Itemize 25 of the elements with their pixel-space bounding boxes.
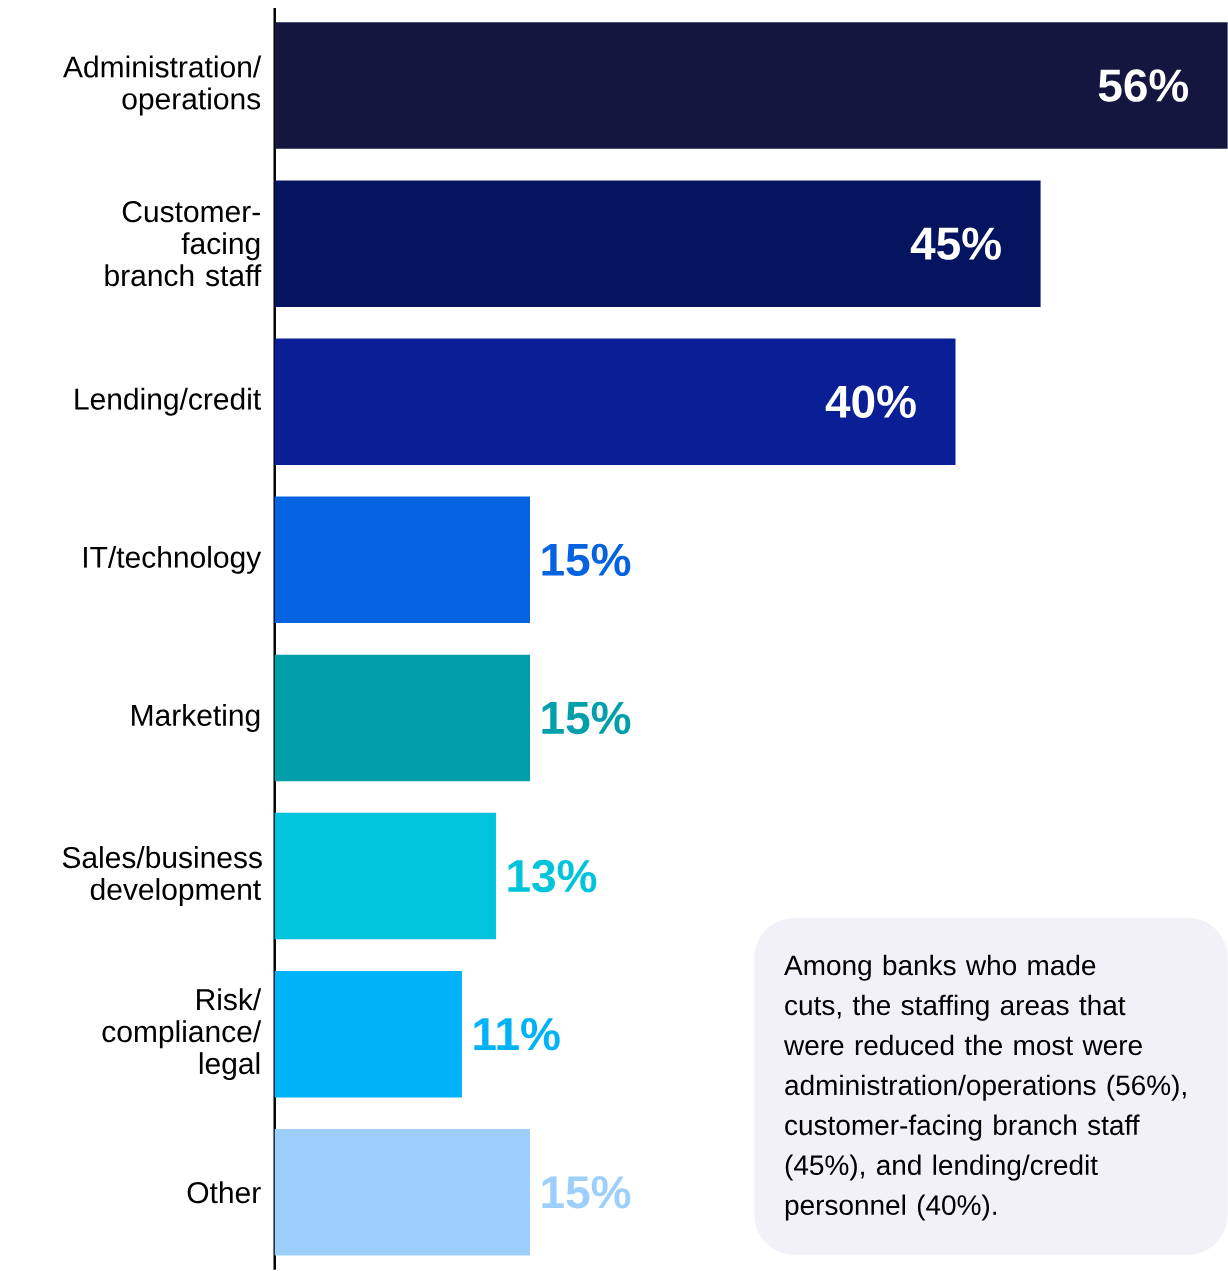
y-tick-label: Marketing xyxy=(132,703,260,732)
y-tick-label: Customer-facing branch staff xyxy=(105,201,262,287)
data-label: 13% xyxy=(508,859,597,893)
data-label: 11% xyxy=(474,1018,560,1051)
annotation: Among banks who made cuts, the staffing areas that were reduced the most were administration/operations (56%), customer-facing branch staff (45%), and lending/credit personnel (40%). xyxy=(784,954,1186,1221)
bar xyxy=(274,22,1228,149)
bar xyxy=(274,970,463,1098)
bar xyxy=(274,812,497,940)
data-label: 15% xyxy=(542,543,631,577)
bar xyxy=(274,496,531,624)
y-tick-label: Risk/ compliance/ legal xyxy=(102,988,262,1081)
data-label: 56% xyxy=(1098,69,1189,102)
data-label: 15% xyxy=(542,701,631,735)
bar xyxy=(274,338,956,465)
bar xyxy=(274,654,531,782)
data-label: 15% xyxy=(542,1176,631,1209)
data-label: 45% xyxy=(910,227,1001,260)
data-label: 40% xyxy=(825,385,916,419)
y-tick-label: IT/technology xyxy=(84,545,262,574)
y-tick-label: Lending/credit xyxy=(75,387,262,416)
y-tick-label: Sales/business development xyxy=(62,846,262,907)
y-tick-label: Administration/ operations xyxy=(63,55,262,116)
bar xyxy=(274,1129,531,1256)
y-tick-label: Other xyxy=(187,1181,261,1204)
bar xyxy=(274,180,1041,307)
